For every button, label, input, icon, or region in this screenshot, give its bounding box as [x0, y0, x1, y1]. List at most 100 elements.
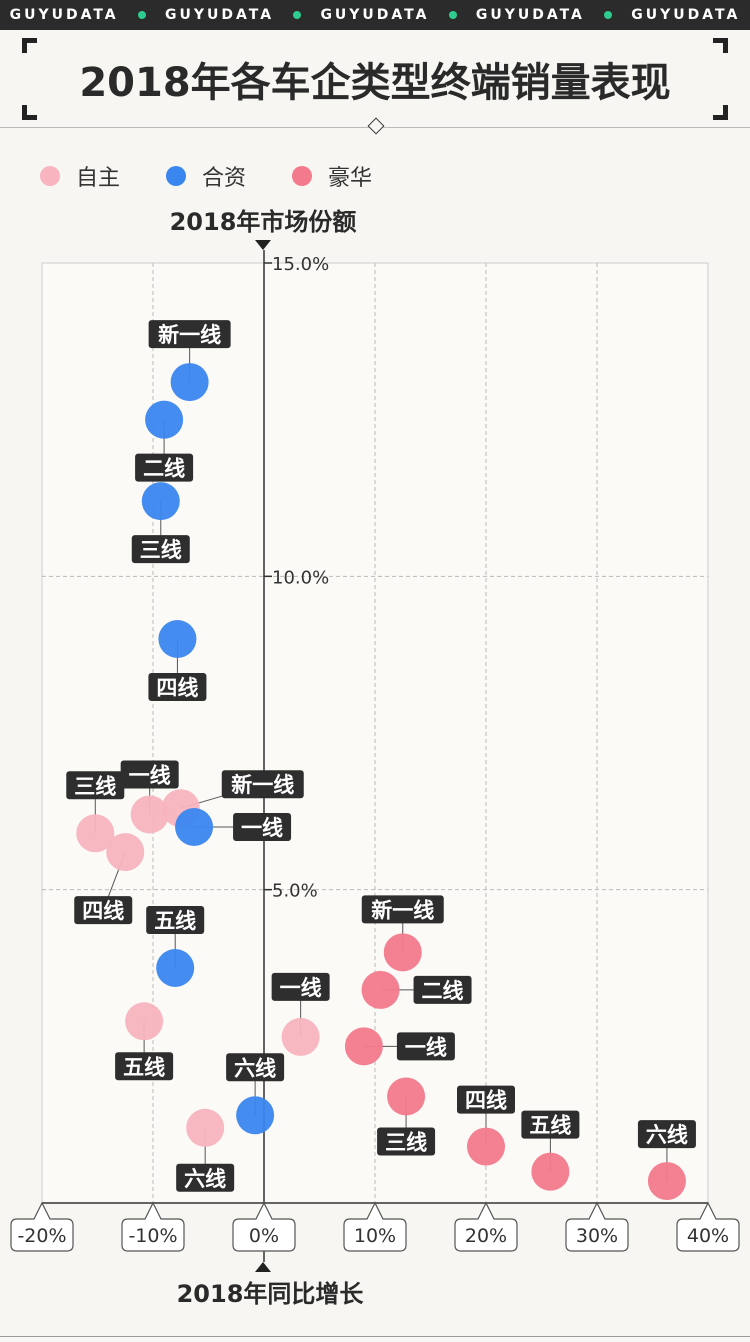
point-label: 二线	[143, 457, 185, 481]
point-label: 一线	[280, 976, 322, 1000]
point-label: 六线	[234, 1056, 276, 1080]
data-point	[156, 949, 195, 987]
frame-corner	[713, 38, 728, 53]
legend-label: 合资	[202, 166, 247, 191]
data-point	[361, 970, 400, 1009]
x-tick-label: 40%	[687, 1225, 729, 1247]
triangle-up-icon	[255, 1262, 271, 1272]
data-point	[175, 808, 214, 846]
x-tick-box	[676, 1201, 740, 1252]
data-point	[76, 814, 115, 853]
x-tick-label: 30%	[576, 1225, 618, 1247]
triangle-down-icon	[255, 240, 271, 250]
point-label-box	[221, 770, 304, 799]
x-tick-label: 10%	[354, 1225, 396, 1247]
point-label: 五线	[529, 1114, 571, 1138]
point-label-box	[115, 1052, 174, 1081]
point-label: 四线	[465, 1089, 507, 1113]
point-label-box	[226, 1053, 285, 1082]
point-labels: 新一线一线三线四线五线一线六线新一线二线三线四线一线五线六线新一线二线一线三线四…	[66, 320, 696, 1192]
data-point	[383, 933, 422, 972]
data-point	[531, 1152, 570, 1191]
x-tick-label: 20%	[465, 1225, 507, 1247]
green-dot-icon	[448, 11, 457, 19]
brand-text: GUYUDATA	[9, 7, 119, 23]
legend-item: 合资	[166, 160, 246, 192]
frame-corner	[22, 38, 37, 53]
point-label: 三线	[140, 538, 182, 562]
data-point	[647, 1162, 686, 1201]
data-point	[467, 1127, 505, 1166]
data-point	[141, 482, 180, 521]
data-point	[145, 400, 184, 439]
data-point	[344, 1027, 383, 1066]
point-label-box	[413, 975, 472, 1004]
brand-strip: GUYUDATA GUYUDATA GUYUDATA GUYUDATA GUYU…	[0, 0, 750, 30]
point-label-box	[66, 771, 125, 800]
data-point	[236, 1096, 275, 1135]
point-label: 新一线	[371, 898, 434, 922]
y-tick-label: 10.0%	[272, 567, 329, 588]
y-axis-title: 2018年市场份额	[170, 208, 357, 236]
point-label-box	[361, 895, 444, 924]
point-label-box	[131, 535, 190, 564]
point-label-box	[377, 1127, 436, 1156]
y-tick-label: 5.0%	[272, 881, 318, 902]
point-label-box	[521, 1110, 580, 1139]
green-dot-icon	[137, 11, 146, 19]
legend-item: 自主	[40, 160, 120, 192]
brand-text: GUYUDATA	[475, 7, 585, 23]
brand-text: GUYUDATA	[631, 7, 741, 23]
brand-text: GUYUDATA	[320, 7, 430, 23]
point-label: 新一线	[158, 323, 221, 347]
point-label-box	[457, 1085, 515, 1114]
point-label-box	[148, 673, 207, 701]
title-frame: 2018年各车企类型终端销量表现	[22, 38, 728, 120]
point-label: 三线	[385, 1130, 427, 1154]
data-point	[170, 363, 209, 402]
x-tick-label: -20%	[17, 1225, 66, 1247]
point-label-box	[148, 320, 231, 349]
point-label: 四线	[156, 676, 198, 700]
point-label-box	[176, 1163, 235, 1192]
footer-divider	[0, 1336, 750, 1337]
brand-text: GUYUDATA	[165, 7, 275, 23]
green-dot-icon	[604, 11, 613, 19]
x-tick-box	[232, 1201, 296, 1252]
x-axis-title: 2018年同比增长	[177, 1280, 365, 1308]
point-label: 一线	[129, 763, 171, 787]
legend-swatch	[166, 166, 187, 186]
point-label-box	[120, 760, 179, 789]
point-label: 二线	[422, 979, 464, 1003]
point-label: 三线	[74, 774, 116, 798]
point-label-box	[146, 906, 205, 934]
data-point	[125, 1002, 164, 1041]
point-label: 五线	[154, 909, 196, 933]
data-point	[158, 620, 197, 658]
legend: 自主 合资 豪华	[40, 160, 372, 192]
x-tick-box	[565, 1201, 629, 1252]
legend-label: 自主	[76, 166, 121, 191]
page-title: 2018年各车企类型终端销量表现	[79, 60, 671, 106]
data-point	[281, 1017, 320, 1056]
data-point	[130, 795, 169, 834]
axes: 5.0% 10.0% 15.0% -20% -10% 0% 10% 20% 30% 40%	[10, 250, 740, 1262]
green-dot-icon	[293, 11, 302, 19]
x-tick-box	[343, 1201, 407, 1252]
point-label: 一线	[405, 1035, 447, 1059]
point-label-box	[233, 813, 292, 841]
data-points	[76, 363, 686, 1201]
data-point	[186, 1108, 225, 1147]
point-label-box	[396, 1032, 455, 1061]
point-label: 一线	[241, 816, 283, 840]
x-tick-box	[454, 1201, 518, 1252]
point-label: 六线	[646, 1123, 688, 1147]
point-label-box	[135, 453, 194, 482]
y-tick-label: 15.0%	[272, 254, 329, 275]
x-tick-box	[10, 1201, 74, 1252]
legend-item: 豪华	[292, 160, 372, 192]
x-tick-label: 0%	[249, 1225, 279, 1247]
point-label: 五线	[123, 1055, 165, 1079]
point-label-box	[271, 972, 330, 1001]
